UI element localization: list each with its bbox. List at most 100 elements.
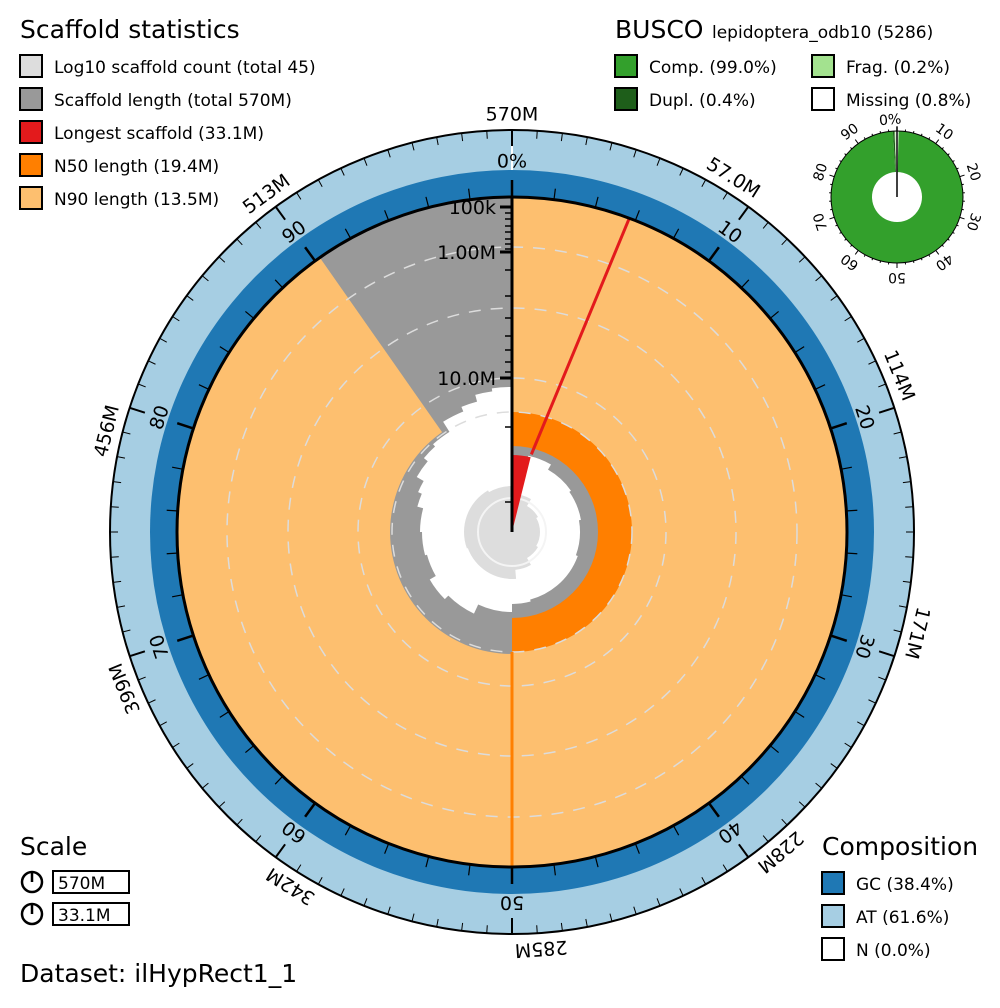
length-tick xyxy=(201,782,209,789)
composition-title: Composition xyxy=(822,832,978,861)
scaffold-legend-item: Scaffold length (total 570M) xyxy=(19,87,292,111)
length-tick xyxy=(762,835,769,843)
length-tick xyxy=(218,801,226,808)
percent-tick xyxy=(198,384,209,390)
legend-swatch xyxy=(19,153,43,177)
percent-tick xyxy=(198,674,209,680)
busco-tick xyxy=(920,258,923,261)
busco-tick xyxy=(952,160,955,163)
busco-lineage: lepidoptera_odb10 (5286) xyxy=(712,23,933,43)
busco-tick-label: 60 xyxy=(838,250,862,273)
longest-scaffold-wedge xyxy=(512,455,531,532)
percent-tick xyxy=(344,826,351,836)
snail-main: 100k1.00M10.0M0%102030405060708090570M57… xyxy=(90,104,934,962)
percent-tick xyxy=(831,634,848,642)
length-tick xyxy=(236,818,243,826)
length-tick xyxy=(117,456,126,459)
composition-legend-item: AT (61.6%) xyxy=(821,904,949,928)
busco-tick xyxy=(947,238,950,241)
length-tick xyxy=(738,843,750,858)
length-tick xyxy=(201,275,209,282)
length-tick xyxy=(878,650,895,658)
busco-tick-label: 40 xyxy=(932,250,956,273)
busco-tick xyxy=(850,147,853,150)
length-tick xyxy=(138,676,146,681)
busco-slice xyxy=(894,131,897,173)
busco-tick-label: 50 xyxy=(888,269,906,285)
busco-tick-label: 10 xyxy=(932,121,956,144)
legend-label: AT (61.6%) xyxy=(856,908,949,928)
busco-slice xyxy=(831,131,963,263)
scale-value: 33.1M xyxy=(58,906,111,926)
busco-tick-label: 90 xyxy=(838,121,862,144)
percent-tick xyxy=(304,803,316,818)
percent-tick xyxy=(708,246,720,261)
length-tick xyxy=(296,192,302,200)
length-tick xyxy=(609,142,613,151)
busco-tick xyxy=(956,167,959,170)
percent-tick-label: 0% xyxy=(497,151,527,173)
length-tick xyxy=(878,406,895,414)
percent-tick xyxy=(841,466,852,470)
percent-tick xyxy=(841,594,852,598)
length-tick xyxy=(781,238,788,246)
length-tick xyxy=(656,898,661,906)
busco-tick xyxy=(844,153,847,156)
busco-tick xyxy=(871,258,874,261)
legend-label: GC (38.4%) xyxy=(856,875,954,895)
length-tick xyxy=(159,337,167,343)
busco-tick xyxy=(959,174,965,178)
percent-tick xyxy=(425,857,430,868)
length-tick xyxy=(486,925,488,934)
length-tick xyxy=(363,158,368,166)
busco-tick-label: 80 xyxy=(811,161,832,183)
length-tick xyxy=(113,481,122,484)
scale-item-longest: 33.1M xyxy=(20,902,130,926)
length-tick xyxy=(905,556,914,558)
busco-tick xyxy=(863,254,866,257)
busco-tick xyxy=(854,139,859,144)
length-tick xyxy=(387,149,391,158)
scale-item-total: 570M xyxy=(20,870,130,894)
length-tick xyxy=(117,605,126,608)
busco-tick xyxy=(920,133,923,136)
length-tick xyxy=(878,383,886,388)
length-tick xyxy=(560,133,563,142)
length-tick xyxy=(857,337,865,343)
length-tick xyxy=(110,506,119,508)
busco-tick xyxy=(854,250,859,255)
length-tick xyxy=(113,580,122,583)
radial-tick-label: 10.0M xyxy=(437,368,496,390)
percent-tick xyxy=(245,745,254,754)
legend-label: Scaffold length (total 570M) xyxy=(54,91,292,111)
length-tick xyxy=(122,431,131,435)
percent-tick xyxy=(468,188,471,199)
composition-legend-item: GC (38.4%) xyxy=(821,871,954,895)
percent-tick xyxy=(673,826,680,836)
legend-swatch xyxy=(811,87,835,111)
length-tick xyxy=(317,179,323,187)
legend-label: N90 length (13.5M) xyxy=(54,190,219,210)
busco-pie: 0% 10 20 30 40 50 60 70 80 90 xyxy=(811,111,984,285)
legend-swatch xyxy=(821,904,845,928)
busco-tick-label: 30 xyxy=(963,211,984,233)
percent-tick xyxy=(245,310,254,319)
length-tick xyxy=(296,864,302,872)
length-tick xyxy=(609,913,613,922)
length-tick xyxy=(317,877,323,885)
busco-tick xyxy=(941,244,944,247)
length-tick xyxy=(461,922,464,931)
percent-tick xyxy=(553,188,556,199)
length-tick xyxy=(898,456,907,459)
percent-tick xyxy=(847,552,858,555)
length-tick xyxy=(255,835,262,843)
percent-tick xyxy=(594,857,599,868)
length-tick xyxy=(436,137,439,146)
length-tick xyxy=(536,925,538,934)
percent-tick xyxy=(384,844,389,854)
percent-tick xyxy=(795,711,805,718)
percent-tick xyxy=(344,228,351,238)
scaffold-legend-item: N50 length (19.4M) xyxy=(19,153,219,177)
length-tick xyxy=(738,206,750,221)
length-tick xyxy=(868,360,876,365)
